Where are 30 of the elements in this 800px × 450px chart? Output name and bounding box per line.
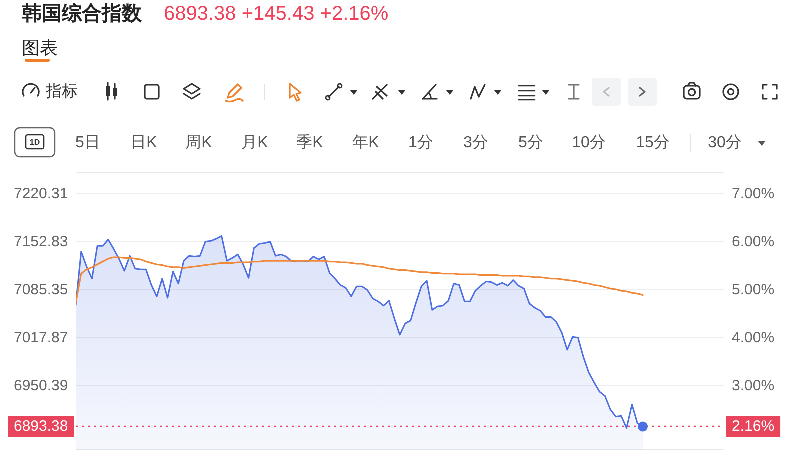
text: 2.16% [732, 418, 775, 436]
text: 图表 [22, 38, 58, 58]
y2-tick-label: 6.00% [732, 234, 775, 251]
y-tick-label: 6950.39 [14, 377, 68, 394]
text: 1D [30, 138, 40, 147]
y2-tick-label: 4.00% [732, 330, 775, 347]
chart-subtitle: 6893.38 +145.43 +2.16% [164, 3, 389, 25]
text: 年K [352, 134, 380, 152]
text: 1分 [408, 134, 434, 152]
y-tick-label: 7017.87 [14, 329, 68, 346]
ref-line-label: 6893.38 [14, 418, 68, 436]
line-series [76, 256, 644, 304]
y-tick-label: 7220.31 [14, 185, 68, 202]
y-tick-label: 7152.83 [14, 233, 68, 250]
y2-tick-label: 3.00% [732, 378, 775, 395]
text: 月K [242, 134, 269, 152]
y-tick-label: 7085.35 [14, 281, 68, 298]
text: 5分 [518, 134, 544, 152]
text: 15分 [636, 134, 670, 152]
text: 3分 [464, 134, 488, 152]
text: 10分 [572, 134, 606, 152]
text: 30分 [708, 134, 742, 152]
y2-tick-label: 5.00% [732, 282, 775, 299]
text: 5日 [76, 134, 100, 152]
text: 日K [130, 134, 158, 152]
text: 周K [186, 134, 213, 152]
y2-tick-label: 7.00% [732, 186, 775, 203]
chart-title: 韩国综合指数 [21, 2, 143, 25]
text: 指标 [45, 82, 78, 100]
text: 季K [296, 134, 324, 152]
